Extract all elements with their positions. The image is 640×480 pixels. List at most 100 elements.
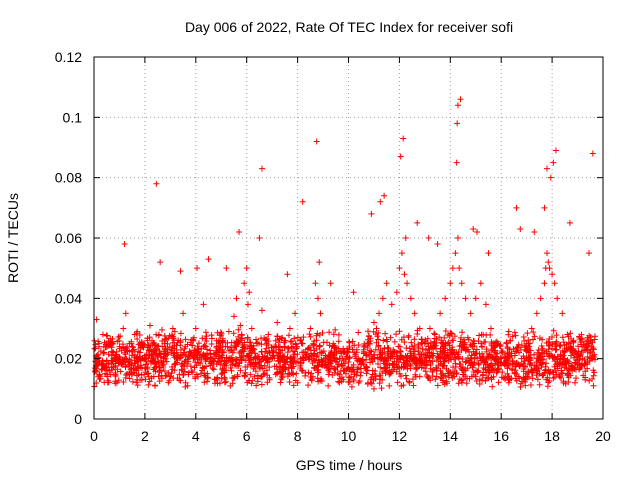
data-point [552, 147, 559, 154]
data-point [443, 365, 450, 372]
data-point [509, 365, 516, 372]
data-point [589, 339, 596, 346]
data-point [279, 363, 286, 370]
data-point [307, 325, 314, 332]
data-point [422, 368, 429, 375]
data-point [483, 374, 490, 381]
data-point [247, 371, 254, 378]
data-point [115, 333, 122, 340]
data-point [528, 325, 535, 332]
data-point [562, 360, 569, 367]
data-point [189, 342, 196, 349]
data-point [406, 378, 413, 385]
data-point [158, 326, 165, 333]
data-point [210, 366, 217, 373]
data-point [379, 295, 386, 302]
data-point [229, 380, 236, 387]
data-point [169, 325, 176, 332]
data-point [503, 340, 510, 347]
data-point [486, 354, 493, 361]
data-point [174, 352, 181, 359]
data-point [579, 355, 586, 362]
data-point [309, 360, 316, 367]
data-point [524, 347, 531, 354]
data-point [537, 359, 544, 366]
data-point [178, 366, 185, 373]
data-point [582, 347, 589, 354]
data-point [459, 364, 466, 371]
data-point [533, 310, 540, 317]
data-point [445, 339, 452, 346]
data-point [103, 357, 110, 364]
data-point [476, 376, 483, 383]
data-point [375, 336, 382, 343]
data-point [225, 328, 232, 335]
data-point [557, 356, 564, 363]
data-point [198, 367, 205, 374]
data-point [355, 379, 362, 386]
data-point [480, 355, 487, 362]
data-point [355, 341, 362, 348]
data-point [366, 333, 373, 340]
data-point [442, 327, 449, 334]
data-point [224, 339, 231, 346]
data-point [223, 265, 230, 272]
data-point [314, 295, 321, 302]
data-point [587, 349, 594, 356]
data-point [177, 268, 184, 275]
y-tick-label: 0.08 [55, 170, 82, 186]
data-point [164, 340, 171, 347]
data-point [139, 355, 146, 362]
data-point [202, 343, 209, 350]
data-point [274, 319, 281, 326]
data-point [434, 350, 441, 357]
data-point [216, 355, 223, 362]
data-point [541, 204, 548, 211]
data-point [400, 364, 407, 371]
data-point [230, 358, 237, 365]
data-point [140, 340, 147, 347]
x-tick-label: 0 [90, 428, 98, 444]
data-point [544, 165, 551, 172]
data-point [202, 357, 209, 364]
data-point [525, 357, 532, 364]
data-point [544, 383, 551, 390]
data-point [438, 337, 445, 344]
data-point [315, 366, 322, 373]
data-point [525, 368, 532, 375]
data-point [254, 378, 261, 385]
data-point [161, 368, 168, 375]
data-point [215, 340, 222, 347]
data-point [538, 342, 545, 349]
data-point [482, 301, 489, 308]
data-point [237, 348, 244, 355]
data-point [488, 325, 495, 332]
data-point [474, 228, 481, 235]
data-point [467, 341, 474, 348]
data-point [429, 352, 436, 359]
data-point [227, 364, 234, 371]
data-point [417, 355, 424, 362]
data-point [485, 353, 492, 360]
data-point [506, 376, 513, 383]
data-point [473, 350, 480, 357]
data-point [371, 370, 378, 377]
data-point [103, 332, 110, 339]
data-point [282, 366, 289, 373]
data-point [113, 351, 120, 358]
data-point [229, 361, 236, 368]
data-point [151, 346, 158, 353]
data-point [182, 351, 189, 358]
data-point [274, 370, 281, 377]
chart-title: Day 006 of 2022, Rate Of TEC Index for r… [185, 19, 513, 35]
data-point [563, 345, 570, 352]
data-point [178, 346, 185, 353]
data-point [447, 369, 454, 376]
data-point [167, 373, 174, 380]
data-point [93, 316, 100, 323]
data-point [534, 355, 541, 362]
data-point [448, 356, 455, 363]
data-point [461, 339, 468, 346]
data-point [268, 344, 275, 351]
data-point [441, 334, 448, 341]
